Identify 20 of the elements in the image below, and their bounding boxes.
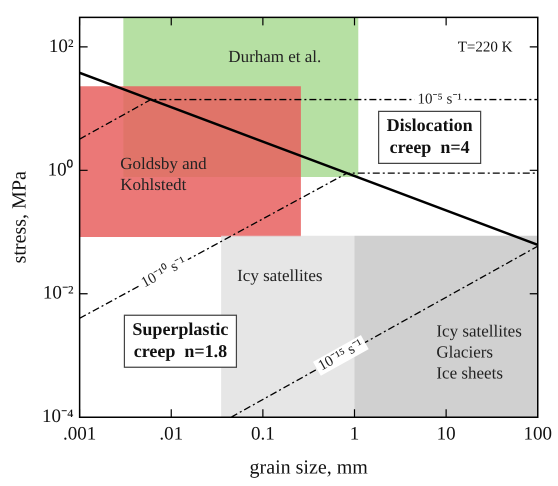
series-label: Durham et al. [228, 46, 322, 66]
annotation: Superplastic creep n=1.8 [132, 318, 228, 361]
annotation: 10⁻¹⁰ s⁻¹ [138, 253, 189, 292]
y-axis-title: stress, MPa [8, 171, 30, 264]
series-label: Icy satellites [237, 266, 323, 285]
series-label: Icy satellites Glaciers Ice sheets [436, 322, 522, 383]
x-tick-label: 100 [524, 424, 552, 445]
annotation: 10⁻⁵ s⁻¹ [417, 91, 462, 108]
y-tick-label: 10⁻² [42, 282, 74, 304]
x-tick-label: 1 [350, 424, 360, 445]
annotation: 10⁻¹⁵ s⁻¹ [316, 336, 366, 374]
y-tick-label: 10² [48, 36, 74, 57]
annotation: Dislocation creep n=4 [386, 114, 473, 157]
y-tick-label: 10⁰ [48, 158, 74, 180]
x-tick-label: .01 [159, 424, 184, 445]
x-tick-label: 10 [436, 424, 456, 445]
x-tick-label: 0.1 [251, 424, 275, 445]
annotation: T=220 K [458, 39, 513, 56]
series-label: Goldsby and Kohlstedt [120, 154, 208, 194]
x-axis-title: grain size, mm [250, 456, 368, 478]
